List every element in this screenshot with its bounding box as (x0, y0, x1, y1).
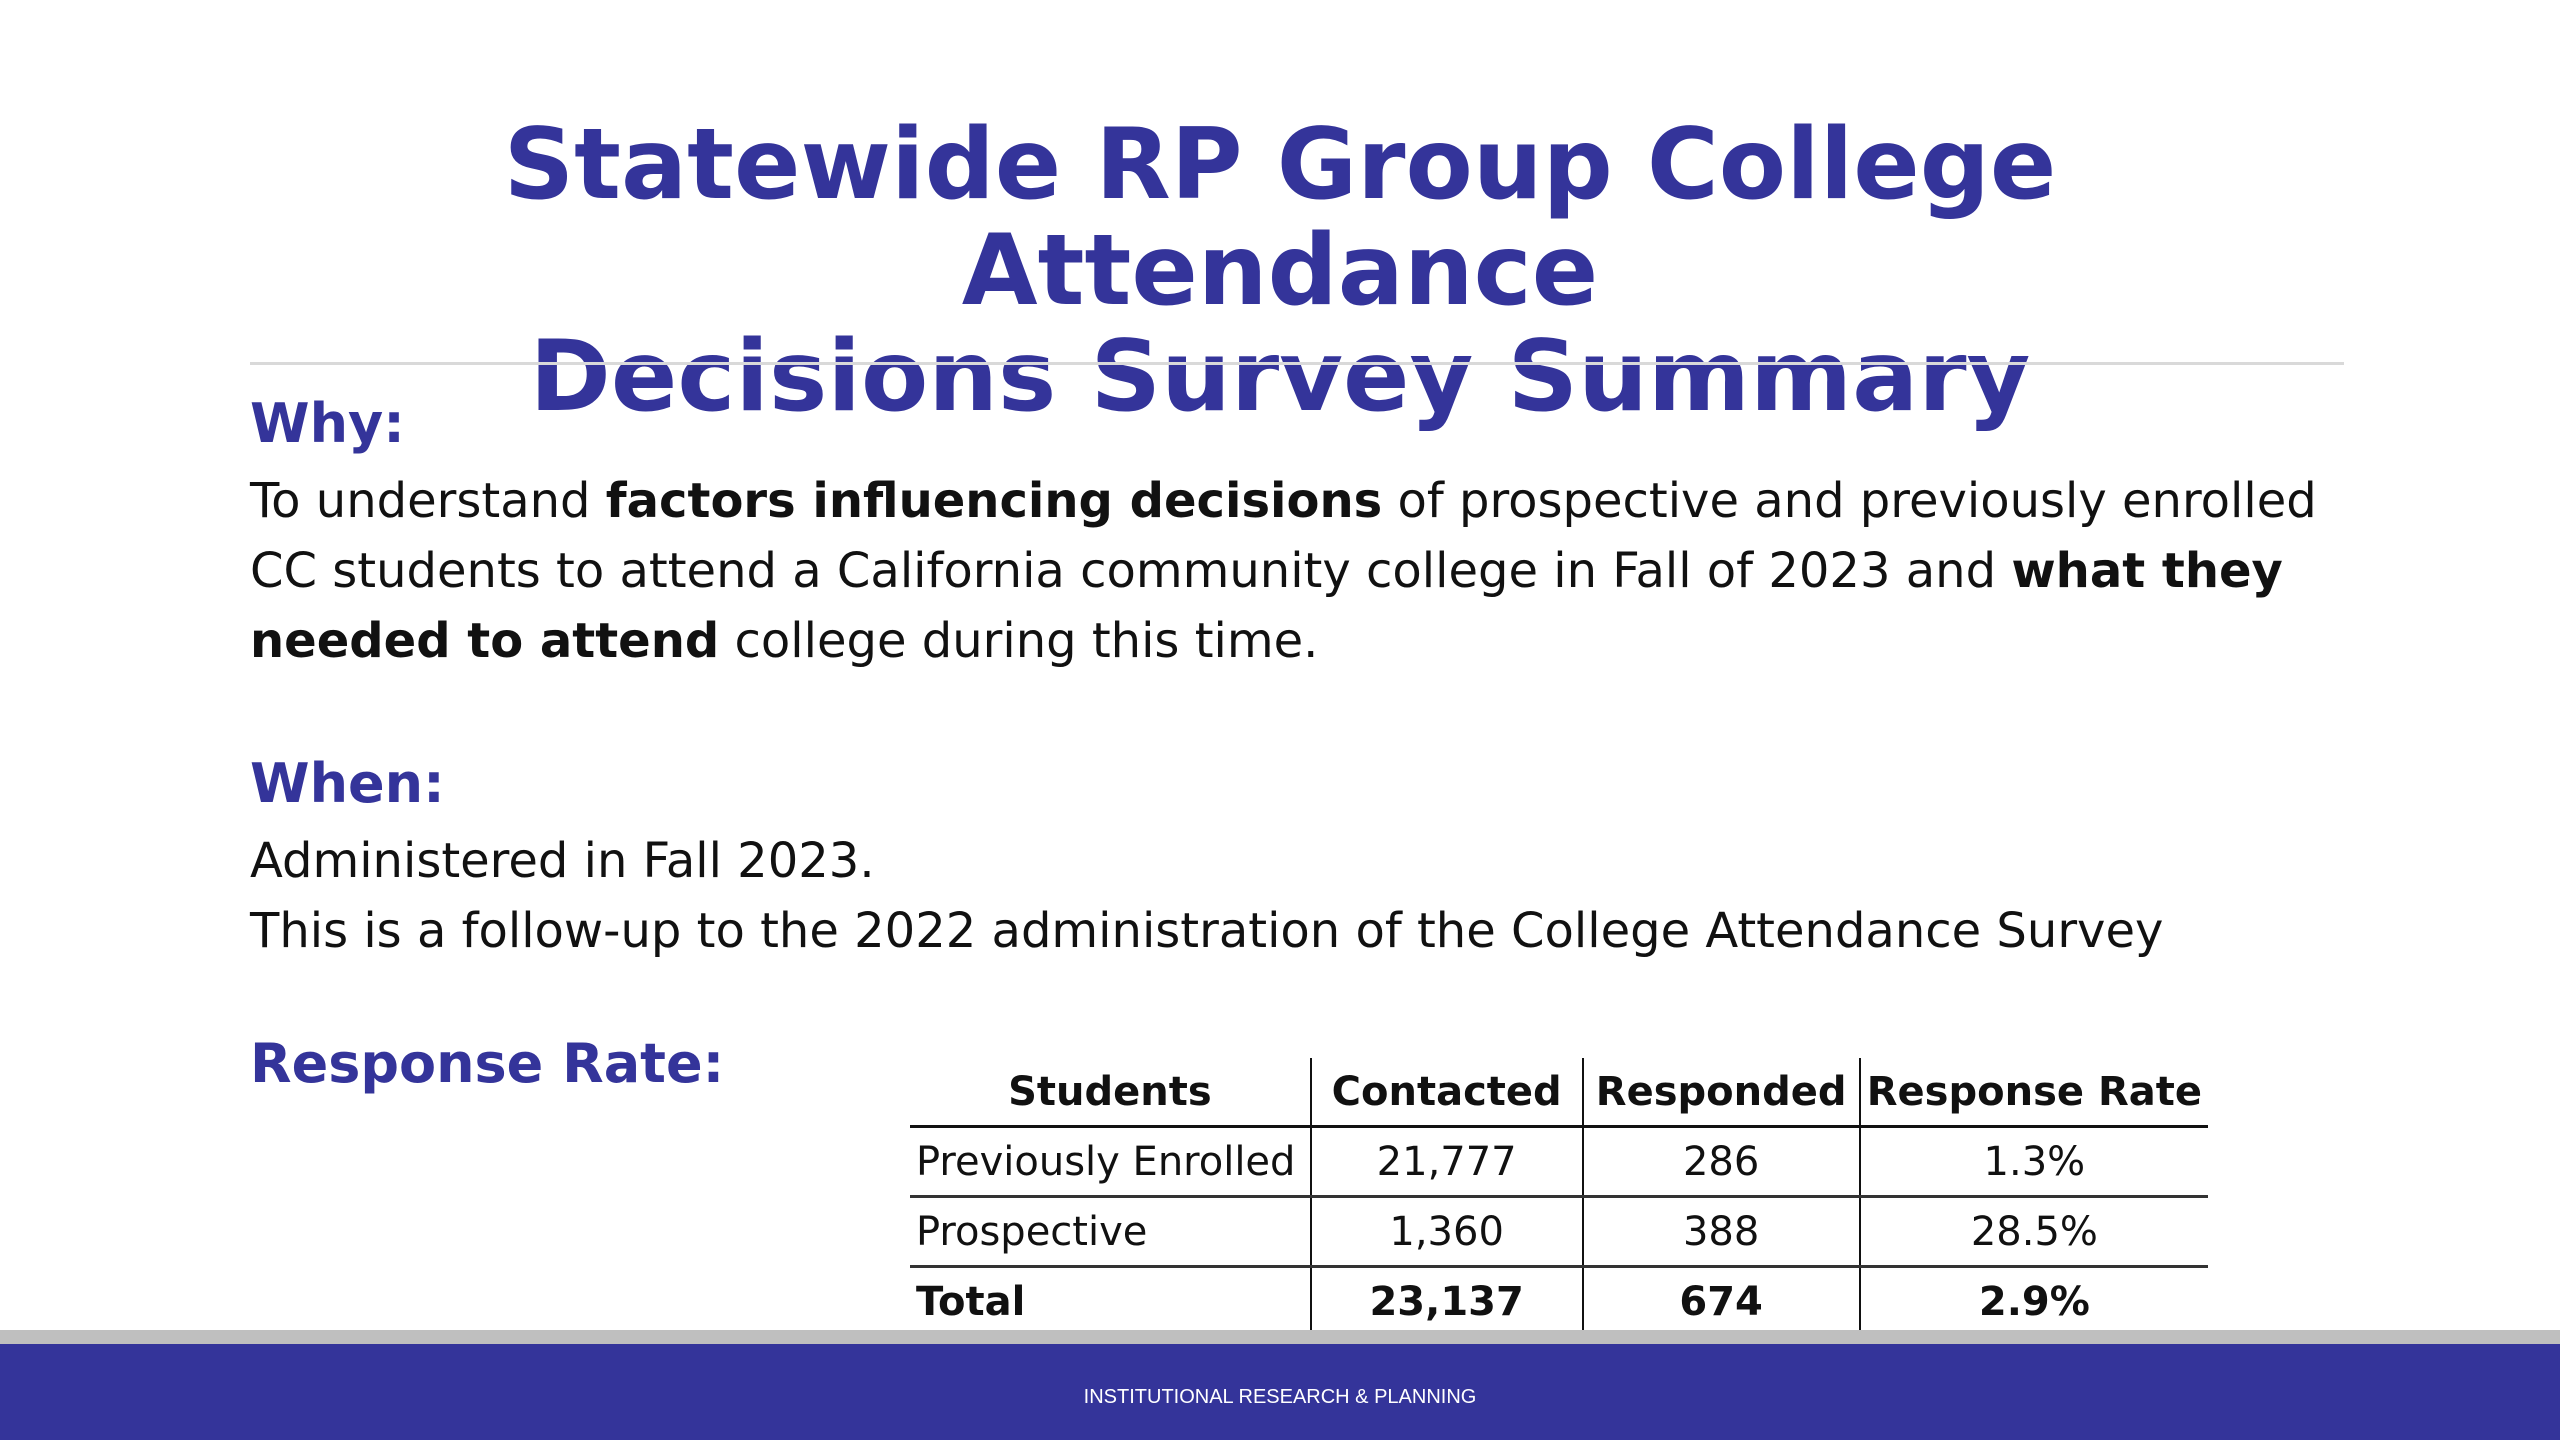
footer-stripe (0, 1330, 2560, 1344)
title-divider (250, 362, 2344, 365)
response-rate-table: Students Contacted Responded Response Ra… (910, 1058, 2208, 1335)
cell-response-rate: 2.9% (1858, 1266, 2208, 1335)
slide-title: Statewide RP Group College Attendance De… (180, 112, 2380, 430)
why-paragraph: To understand factors influencing decisi… (250, 466, 2370, 676)
slide-title-line-2: Decisions Survey Summary (529, 320, 2031, 434)
cell-responded: 674 (1581, 1266, 1860, 1335)
table-total-row: Total 23,137 674 2.9% (910, 1266, 2208, 1335)
why-text-2: of prospective and previously enrolled C… (250, 473, 2317, 599)
header-response-rate: Response Rate (1858, 1058, 2208, 1128)
cell-responded: 388 (1581, 1196, 1860, 1268)
table-header-row: Students Contacted Responded Response Ra… (910, 1058, 2208, 1128)
footer-text: INSTITUTIONAL RESEARCH & PLANNING (1083, 1386, 1477, 1408)
when-paragraph: Administered in Fall 2023. This is a fol… (250, 826, 2370, 966)
cell-responded: 286 (1581, 1126, 1860, 1198)
footer-bar: INSTITUTIONAL RESEARCH & PLANNING (0, 1344, 2560, 1440)
cell-contacted: 21,777 (1309, 1126, 1583, 1198)
table-row: Prospective 1,360 388 28.5% (910, 1196, 2208, 1268)
slide-title-line-1: Statewide RP Group College Attendance (503, 108, 2057, 328)
cell-students: Total (916, 1278, 1026, 1325)
cell-response-rate: 1.3% (1858, 1126, 2208, 1198)
header-responded: Responded (1581, 1058, 1860, 1128)
header-contacted: Contacted (1309, 1058, 1583, 1128)
when-line-2: This is a follow-up to the 2022 administ… (250, 903, 2164, 959)
header-students: Students (910, 1058, 1311, 1128)
why-heading: Why: (250, 392, 405, 455)
when-heading: When: (250, 752, 445, 815)
cell-contacted: 1,360 (1309, 1196, 1583, 1268)
when-line-1: Administered in Fall 2023. (250, 833, 875, 889)
table-row: Previously Enrolled 21,777 286 1.3% (910, 1126, 2208, 1198)
why-bold-1: factors influencing decisions (605, 473, 1383, 529)
response-rate-heading: Response Rate: (250, 1032, 725, 1095)
why-bold-2: what they needed to attend (250, 543, 2283, 669)
cell-contacted: 23,137 (1309, 1266, 1583, 1335)
cell-response-rate: 28.5% (1858, 1196, 2208, 1268)
cell-students: Prospective (910, 1196, 1311, 1268)
why-text-1: To understand (250, 473, 606, 529)
why-text-3: college during this time. (719, 613, 1319, 669)
cell-students: Previously Enrolled (910, 1126, 1311, 1198)
